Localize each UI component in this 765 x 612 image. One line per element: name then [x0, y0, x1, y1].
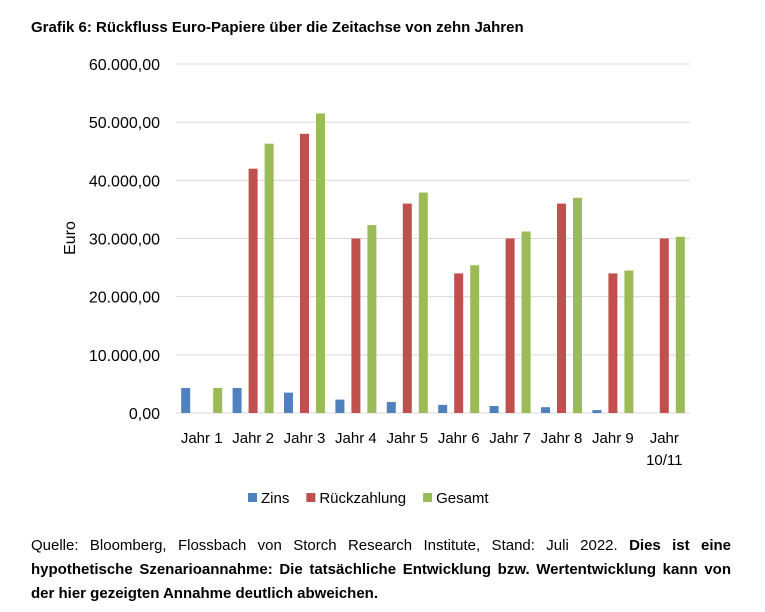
x-tick-label: Jahr 5	[386, 430, 428, 447]
bar-gesamt-5	[418, 192, 428, 413]
legend-swatch	[423, 493, 433, 502]
bar-chart: 0,00 10.000,00 20.000,00 30.000,00 40.000,00…	[62, 57, 690, 507]
chart-title: Grafik 6: Rückfluss Euro-Papiere über di…	[31, 19, 524, 36]
bars	[181, 113, 685, 414]
bar-zins-4	[335, 399, 345, 413]
bar-gesamt-7	[521, 231, 531, 413]
x-tick-label: Jahr 6	[438, 430, 480, 447]
bar-gesamt-9	[624, 270, 634, 413]
bar-gesamt-1	[213, 387, 223, 413]
legend-swatch	[248, 493, 257, 502]
bar-gesamt-6	[470, 265, 480, 413]
x-tick-label: Jahr 3	[284, 430, 326, 447]
bar-r-ckzahlung-5	[402, 203, 412, 413]
x-tick-label: Jahr 1	[181, 430, 223, 447]
bar-r-ckzahlung-9	[608, 273, 618, 413]
bar-r-ckzahlung-2	[248, 168, 258, 413]
disclaimer-text: Dies ist eine hypothetische Szenarioanna…	[31, 537, 732, 602]
y-tick-label: 10.000,00	[89, 348, 160, 365]
y-tick-label: 50.000,00	[89, 115, 160, 132]
bar-r-ckzahlung-4	[351, 238, 361, 413]
legend: Zins Rückzahlung Gesamt	[248, 490, 489, 507]
bar-gesamt-3	[316, 113, 325, 414]
y-tick-label: 0,00	[129, 406, 160, 423]
bar-r-ckzahlung-6	[454, 273, 464, 413]
legend-item-zins: Zins	[248, 490, 289, 507]
y-tick-label: 20.000,00	[89, 290, 160, 307]
bar-gesamt-4	[367, 225, 377, 413]
bar-r-ckzahlung-8	[557, 203, 566, 413]
bar-zins-9	[592, 410, 602, 413]
x-tick-label: Jahr 7	[489, 430, 531, 447]
bar-r-ckzahlung-3	[300, 133, 309, 414]
legend-label: Rückzahlung	[319, 490, 406, 507]
legend-item-r-ckzahlung: Rückzahlung	[306, 490, 406, 507]
x-tick-label: Jahr 4	[335, 430, 377, 447]
bar-zins-8	[541, 407, 550, 413]
legend-label: Gesamt	[436, 490, 489, 507]
x-axis-ticks: Jahr 1 Jahr 2 Jahr 3 Jahr 4 Jahr 5 Jahr 6 Jahr…	[181, 430, 683, 469]
x-tick-label: Jahr 2	[232, 430, 274, 447]
x-tick-label: Jahr 9	[592, 430, 634, 447]
bar-zins-2	[232, 387, 242, 413]
bar-r-ckzahlung-7	[505, 238, 515, 413]
y-tick-label: 30.000,00	[89, 232, 160, 249]
y-axis-label: Euro	[62, 221, 79, 255]
bar-gesamt-2	[264, 143, 274, 413]
y-tick-label: 40.000,00	[89, 173, 160, 190]
bar-zins-1	[181, 387, 191, 413]
bar-r-ckzahlung-10	[659, 238, 669, 413]
bar-zins-6	[438, 404, 448, 413]
y-tick-label: 60.000,00	[89, 57, 160, 74]
bar-gesamt-8	[573, 197, 582, 413]
bar-zins-3	[284, 392, 293, 413]
source-text: Quelle: Bloomberg, Flossbach von Storch …	[31, 537, 618, 554]
legend-label: Zins	[261, 490, 289, 507]
x-tick-label: Jahr 8	[541, 430, 583, 447]
bar-zins-5	[386, 401, 396, 413]
gridlines	[176, 63, 690, 414]
source-note: Quelle: Bloomberg, Flossbach von Storch …	[31, 534, 731, 606]
bar-zins-7	[489, 406, 499, 413]
y-axis-ticks: 0,00 10.000,00 20.000,00 30.000,00 40.000,00…	[89, 57, 160, 423]
bar-gesamt-10	[675, 236, 685, 413]
legend-swatch	[306, 493, 316, 502]
legend-item-gesamt: Gesamt	[423, 490, 489, 507]
x-tick-label: Jahr 10/11	[646, 430, 682, 469]
